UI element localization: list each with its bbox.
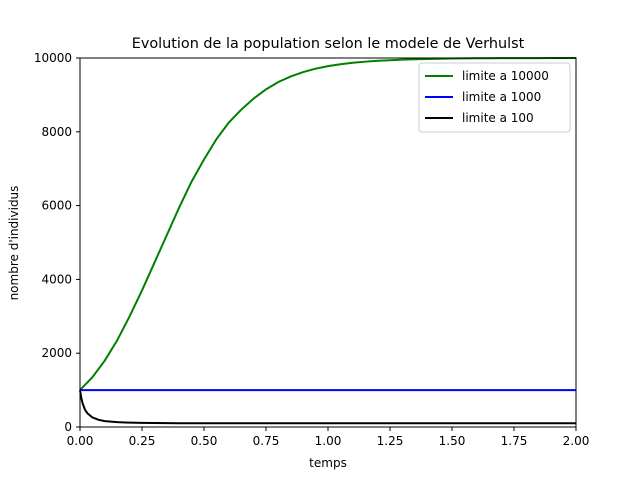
legend-entry-label: limite a 1000 xyxy=(462,90,541,104)
x-tick-label: 1.25 xyxy=(377,434,404,448)
y-tick-label: 0 xyxy=(64,420,72,434)
legend-entry-label: limite a 10000 xyxy=(462,69,549,83)
y-tick-label: 10000 xyxy=(34,51,72,65)
y-tick-label: 2000 xyxy=(41,346,72,360)
legend-entry-label: limite a 100 xyxy=(462,111,534,125)
y-tick-label: 8000 xyxy=(41,125,72,139)
x-tick-label: 0.75 xyxy=(253,434,280,448)
x-tick-label: 2.00 xyxy=(563,434,590,448)
plot-area: 0.00 0.25 0.50 0.75 1.00 1.25 1.50 1.75 2.00 0 200… xyxy=(34,51,590,448)
y-axis-label: nombre d'individus xyxy=(7,186,21,301)
legend-box xyxy=(418,62,571,133)
x-tick-label: 1.75 xyxy=(501,434,528,448)
x-tick-label: 0.00 xyxy=(67,434,94,448)
y-tick-label: 6000 xyxy=(41,199,72,213)
x-axis-label: temps xyxy=(309,456,347,470)
series-line-2 xyxy=(79,389,576,425)
chart-title: Evolution de la population selon le mode… xyxy=(132,36,525,52)
y-tick-label: 4000 xyxy=(41,272,72,286)
x-tick-label: 1.00 xyxy=(315,434,342,448)
x-tick-label: 0.25 xyxy=(129,434,156,448)
x-tick-label: 1.50 xyxy=(439,434,466,448)
x-tick-label: 0.50 xyxy=(191,434,218,448)
legend: limite a 10000 limite a 1000 limite a 100 xyxy=(418,62,571,133)
